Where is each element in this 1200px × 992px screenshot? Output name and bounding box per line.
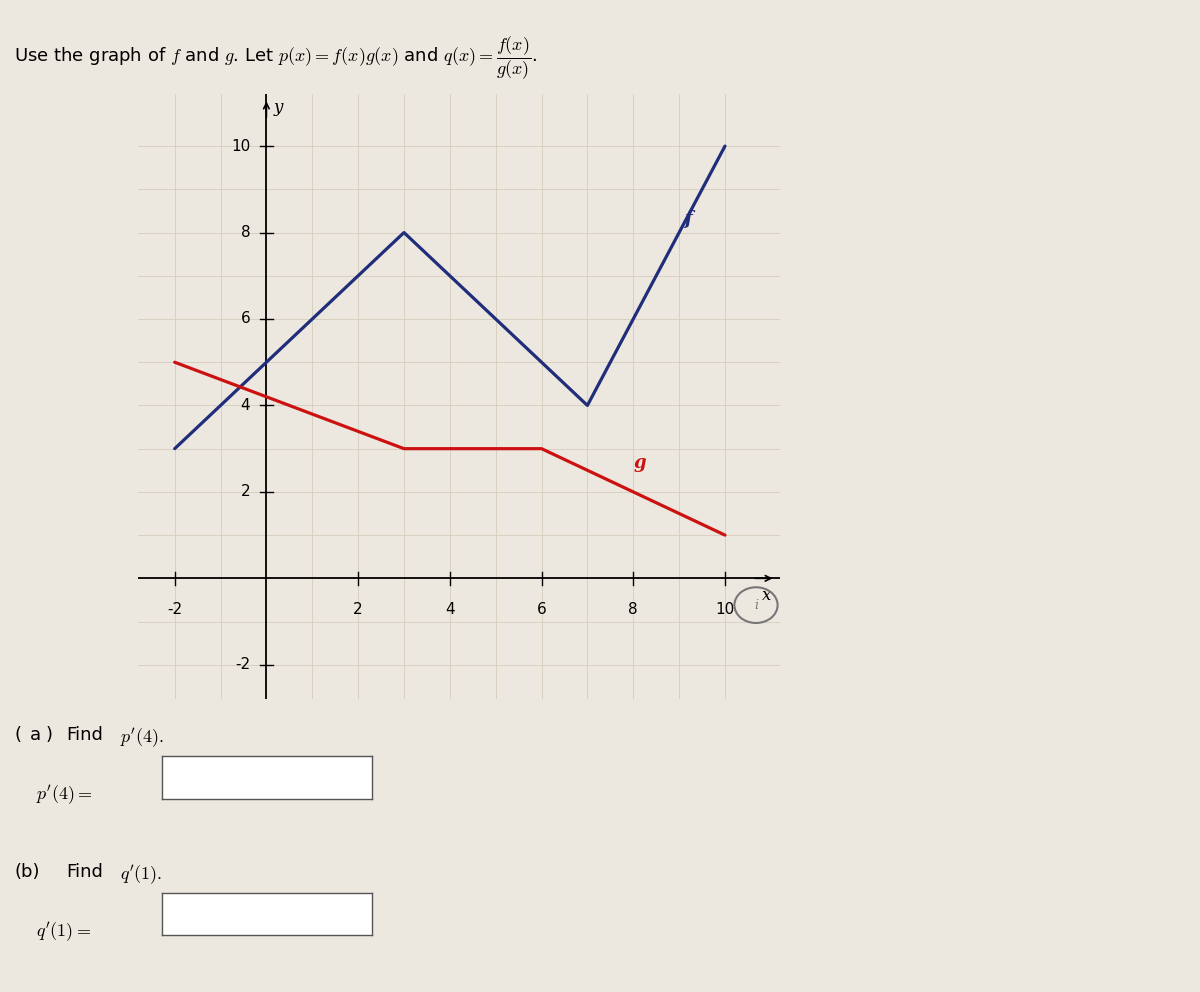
Text: $p'(4).$: $p'(4).$: [120, 726, 164, 750]
Text: 10: 10: [715, 602, 734, 617]
Text: 2: 2: [353, 602, 362, 617]
Text: (b): (b): [14, 863, 40, 881]
Text: x: x: [762, 587, 770, 604]
Text: f: f: [684, 210, 691, 228]
Text: -2: -2: [235, 658, 251, 673]
Text: 4: 4: [241, 398, 251, 413]
Text: 6: 6: [536, 602, 546, 617]
Text: 10: 10: [232, 139, 251, 154]
Text: Find: Find: [66, 863, 103, 881]
Text: g: g: [634, 454, 646, 472]
Text: (: (: [14, 726, 22, 744]
Text: a: a: [30, 726, 41, 744]
Text: 2: 2: [241, 484, 251, 499]
Text: $q'(1).$: $q'(1).$: [120, 863, 162, 887]
Text: 8: 8: [241, 225, 251, 240]
Text: Use the graph of $f$ and $g$. Let $p(x) = f(x)g(x)$ and $q(x) = \dfrac{f(x)}{g(x: Use the graph of $f$ and $g$. Let $p(x) …: [14, 35, 538, 82]
Text: $q'(1) =$: $q'(1) =$: [36, 921, 91, 944]
Text: -2: -2: [167, 602, 182, 617]
Text: 4: 4: [445, 602, 455, 617]
Text: $p'(4) =$: $p'(4) =$: [36, 784, 92, 807]
Text: i: i: [754, 598, 758, 612]
Text: ): ): [46, 726, 53, 744]
Text: y: y: [274, 99, 282, 116]
Text: 6: 6: [240, 311, 251, 326]
Text: 8: 8: [629, 602, 638, 617]
Text: Find: Find: [66, 726, 103, 744]
